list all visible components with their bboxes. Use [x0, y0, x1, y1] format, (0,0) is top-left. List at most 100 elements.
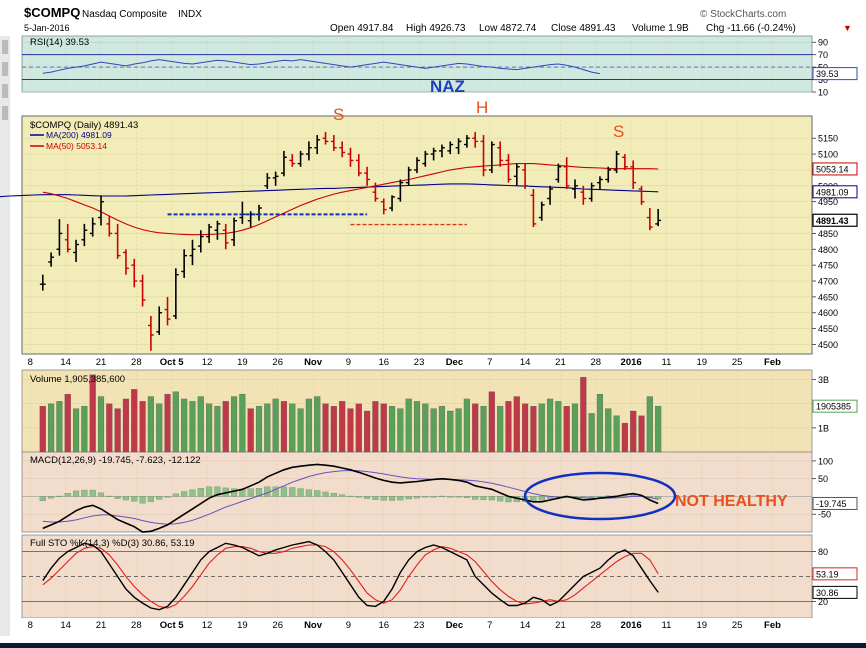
volume-bar [255, 406, 263, 453]
volume-value-tag [812, 399, 858, 413]
price-bar [530, 188, 537, 228]
quote-low: Low 4872.74 [479, 23, 537, 34]
price-bar [621, 154, 628, 170]
price-bar [123, 249, 129, 275]
x-axis-label: 9 [346, 620, 351, 631]
macd-histogram-bar [447, 496, 454, 498]
volume-bar [230, 396, 238, 453]
price-bar [355, 154, 362, 177]
x-axis-label: 14 [60, 357, 71, 368]
price-bar [488, 141, 495, 174]
x-axis-label: Feb [764, 357, 781, 368]
price-bar [289, 154, 296, 167]
macd-histogram-bar [272, 486, 279, 497]
volume-bar [280, 401, 288, 453]
x-axis-label: 21 [96, 357, 107, 368]
volume-bar [605, 408, 612, 453]
volume-bar [513, 396, 520, 453]
price-bar [655, 208, 662, 227]
price-bar [364, 166, 371, 186]
quote-high: High 4926.73 [406, 23, 466, 34]
price-bar [522, 163, 529, 189]
x-axis-label: Oct 5 [160, 357, 184, 368]
price-bar [297, 150, 304, 167]
macd-histogram-bar [197, 487, 204, 497]
not-healthy-annotation: NOT HEALTHY [675, 493, 788, 510]
macd-histogram-bar [347, 495, 354, 497]
volume-bar [81, 406, 88, 453]
volume-bar [222, 401, 229, 453]
price-bar [56, 219, 63, 256]
price-bar [505, 154, 512, 183]
macd-histogram-bar [588, 496, 595, 498]
toolbar-tab-icon [2, 84, 8, 98]
volume-bar [322, 403, 329, 453]
change-arrow-icon: ▼ [843, 23, 852, 33]
macd-histogram-bar [397, 496, 404, 501]
last-close-tag [812, 213, 858, 227]
macd-histogram-bar [189, 489, 196, 497]
price-bar [131, 258, 138, 288]
macd-value-tag [812, 496, 858, 510]
price-bar [397, 179, 404, 202]
macd-histogram-bar [97, 492, 105, 497]
price-bar [613, 150, 620, 174]
volume-bar [189, 401, 196, 453]
price-bar [164, 296, 171, 326]
price-bar [81, 223, 88, 247]
volume-bar [555, 401, 562, 453]
x-axis-label: 14 [520, 620, 531, 631]
price-bar [605, 166, 612, 183]
price-bar [339, 141, 346, 158]
x-axis-label: 16 [378, 357, 389, 368]
macd-histogram-bar [147, 496, 154, 502]
price-bar [114, 223, 121, 259]
volume-bar [588, 413, 595, 453]
price-bar [172, 268, 179, 320]
macd-histogram-bar [255, 488, 263, 497]
ma200-line [0, 183, 659, 198]
price-bar [206, 223, 213, 243]
sto-tick-label: 20 [818, 597, 828, 607]
price-tick-label: 5150 [818, 134, 838, 144]
x-axis-label: 28 [131, 357, 142, 368]
macd-histogram-bar [455, 496, 462, 498]
macd-value-tag-label: -19.745 [816, 499, 847, 509]
chart-annotations: NAZ S H S NOT HEALTHY [333, 77, 788, 521]
price-bar [455, 138, 462, 155]
volume-legend: Volume 1,905,385,600 [30, 374, 125, 385]
volume-bar [164, 393, 171, 453]
macd-histogram-bar [472, 496, 479, 500]
volume-bar [147, 396, 154, 453]
macd-histogram-bar [64, 493, 71, 497]
x-axis-label: 23 [414, 620, 425, 631]
left-strip-bg [0, 36, 10, 636]
macd-histogram-bar [131, 496, 138, 502]
volume-bar [272, 398, 279, 453]
macd-histogram-bar [314, 490, 321, 497]
volume-bar [522, 403, 529, 453]
sto-d-value-tag-label: 30.86 [816, 588, 839, 598]
volume-bar [397, 408, 404, 453]
macd-histogram-bar [156, 496, 163, 500]
x-axis-label: 28 [591, 620, 602, 631]
volume-bar [305, 398, 312, 453]
toolbar-tab-icon [2, 106, 8, 120]
macd-legend: MACD(12,26,9) -19.745, -7.623, -12.122 [30, 455, 201, 466]
macd-tick-label: 50 [818, 474, 828, 484]
price-bar [538, 201, 545, 221]
x-axis-label: 2016 [621, 620, 642, 631]
macd-histogram-bar [181, 491, 188, 497]
left-shoulder-label: S [333, 105, 344, 124]
x-axis-label: 16 [378, 620, 389, 631]
ma50-line [42, 163, 659, 236]
naz-annotation: NAZ [430, 77, 465, 96]
price-bar [380, 198, 387, 215]
sto-k-value-tag-label: 53.19 [816, 569, 839, 579]
volume-bar [497, 406, 504, 453]
volume-bar [156, 403, 163, 453]
ma50-legend: MA(50) 5053.14 [46, 141, 107, 151]
macd-histogram-bar [206, 486, 213, 497]
